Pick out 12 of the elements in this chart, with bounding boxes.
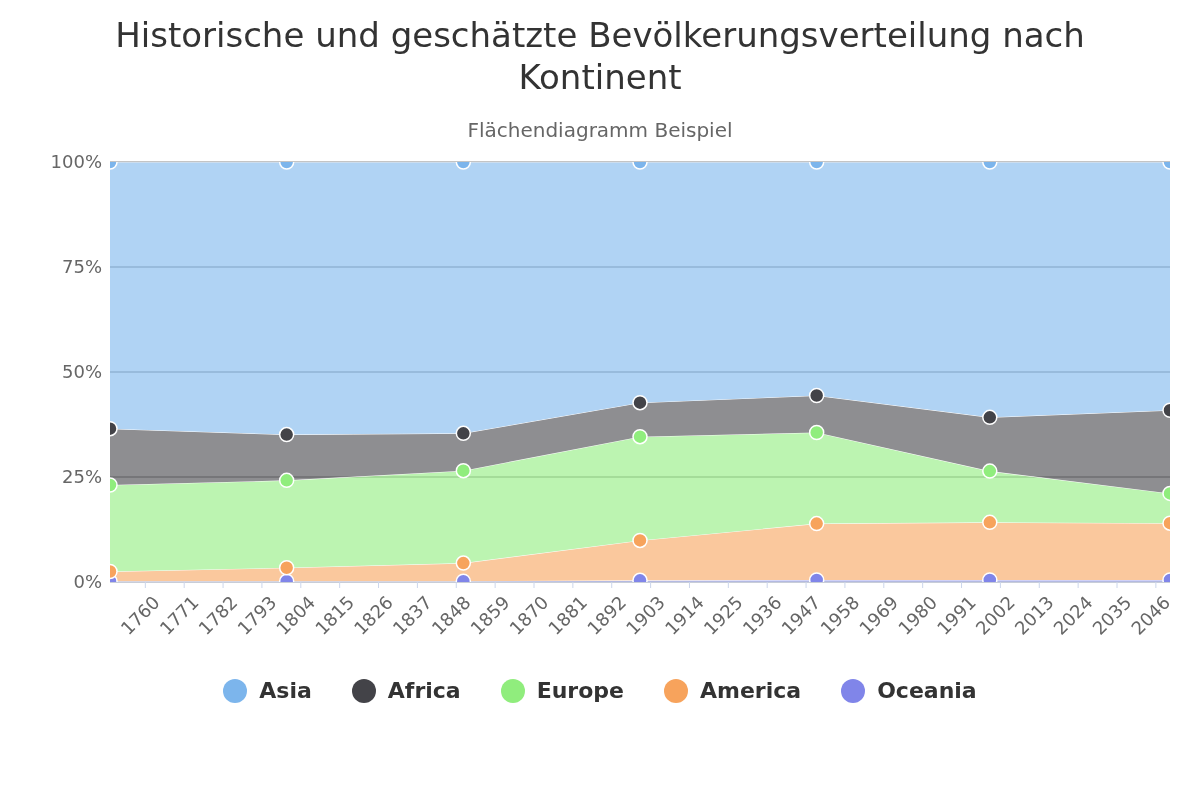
y-tick-label: 75% — [61, 256, 102, 278]
y-tick-label: 50% — [61, 361, 102, 383]
legend-label: Asia — [259, 678, 312, 703]
legend-label: Europe — [536, 678, 624, 703]
chart-subtitle: Flächendiagramm Beispiel — [466, 118, 734, 142]
y-tick-label: 100% — [50, 151, 102, 173]
y-tick-label: 0% — [73, 571, 102, 593]
y-tick-label: 25% — [61, 466, 102, 488]
legend-label: America — [700, 678, 802, 703]
chart-title: Historische und geschätzte Bevölkerungsverteilung nach Kontinent — [114, 14, 1086, 98]
legend-label: Africa — [387, 678, 461, 703]
legend-label: Oceania — [877, 678, 977, 703]
